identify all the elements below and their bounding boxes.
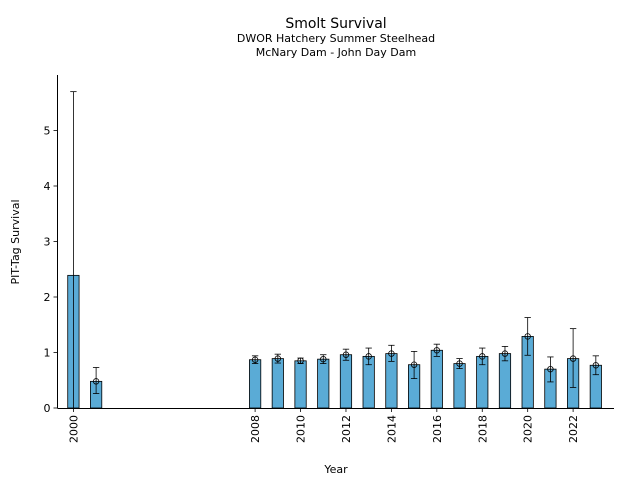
error-bar-2017 — [456, 358, 463, 369]
error-bar-2023 — [592, 355, 600, 376]
x-tick-label-2012: 2012 — [340, 415, 353, 443]
error-bar-2013 — [365, 347, 372, 366]
error-bar-2012 — [342, 348, 350, 361]
marker-series — [92, 333, 600, 385]
x-axis-ticks: 2000 2008 2010 2012 2014 2016 2018 2020 2022 — [67, 408, 580, 443]
point-marker-2021 — [547, 365, 554, 373]
y-tick-label-1: 1 — [44, 347, 51, 360]
x-axis-label: Year — [323, 463, 348, 476]
error-bar-2000 — [70, 91, 77, 408]
y-tick-label-2: 2 — [44, 291, 51, 304]
error-bar-2014 — [388, 344, 395, 362]
bar-2011 — [317, 358, 330, 409]
bar-2009 — [271, 358, 284, 409]
y-tick-label-5: 5 — [44, 125, 51, 138]
point-marker-2011 — [320, 355, 327, 363]
x-tick-label-2022: 2022 — [567, 415, 580, 443]
x-tick-label-2018: 2018 — [476, 415, 489, 443]
chart-subtitle-line-1: DWOR Hatchery Summer Steelhead — [237, 32, 435, 45]
point-marker-2015 — [410, 361, 418, 368]
x-tick-label-2016: 2016 — [431, 415, 444, 443]
bar-2012 — [339, 354, 353, 409]
y-tick-label-4: 4 — [44, 180, 51, 193]
y-tick-label-3: 3 — [44, 236, 51, 249]
point-marker-2017 — [456, 360, 463, 367]
bar-2016 — [430, 349, 443, 409]
error-bar-2021 — [547, 356, 554, 383]
point-marker-2013 — [365, 353, 372, 360]
y-axis-ticks: 0 1 2 3 4 5 — [44, 125, 58, 415]
x-tick-label-2014: 2014 — [385, 415, 398, 443]
chart-title: Smolt Survival — [285, 16, 386, 32]
error-bar-2016 — [433, 343, 441, 357]
error-bar-2015 — [410, 350, 418, 379]
error-bar-2001 — [92, 367, 100, 394]
x-tick-label-2010: 2010 — [295, 415, 308, 443]
x-tick-label-2008: 2008 — [249, 415, 262, 443]
point-marker-2020 — [524, 333, 531, 340]
point-marker-2023 — [592, 362, 600, 369]
point-marker-2010 — [297, 357, 304, 365]
y-tick-label-0: 0 — [44, 402, 51, 415]
x-tick-label-2000: 2000 — [67, 415, 80, 443]
y-axis-label: PIT-Tag Survival — [9, 199, 22, 284]
point-marker-2014 — [388, 350, 395, 357]
point-marker-2022 — [569, 355, 577, 362]
error-bar-2020 — [524, 317, 531, 356]
chart-subtitle-line-2: McNary Dam - John Day Dam — [256, 46, 416, 59]
point-marker-2019 — [501, 350, 509, 357]
point-marker-2018 — [479, 353, 486, 360]
point-marker-2012 — [342, 351, 350, 358]
point-marker-2008 — [251, 356, 259, 363]
bar-2019 — [498, 353, 512, 409]
point-marker-2016 — [433, 347, 441, 354]
x-tick-label-2020: 2020 — [522, 415, 535, 443]
error-bar-2022 — [569, 328, 577, 388]
bar-2008 — [249, 359, 262, 409]
point-marker-2009 — [274, 355, 282, 362]
bar-2017 — [453, 363, 466, 409]
error-bar-2018 — [479, 347, 486, 366]
error-bar-2019 — [501, 345, 509, 362]
bar-2010 — [294, 360, 307, 409]
point-marker-2001 — [92, 378, 100, 385]
